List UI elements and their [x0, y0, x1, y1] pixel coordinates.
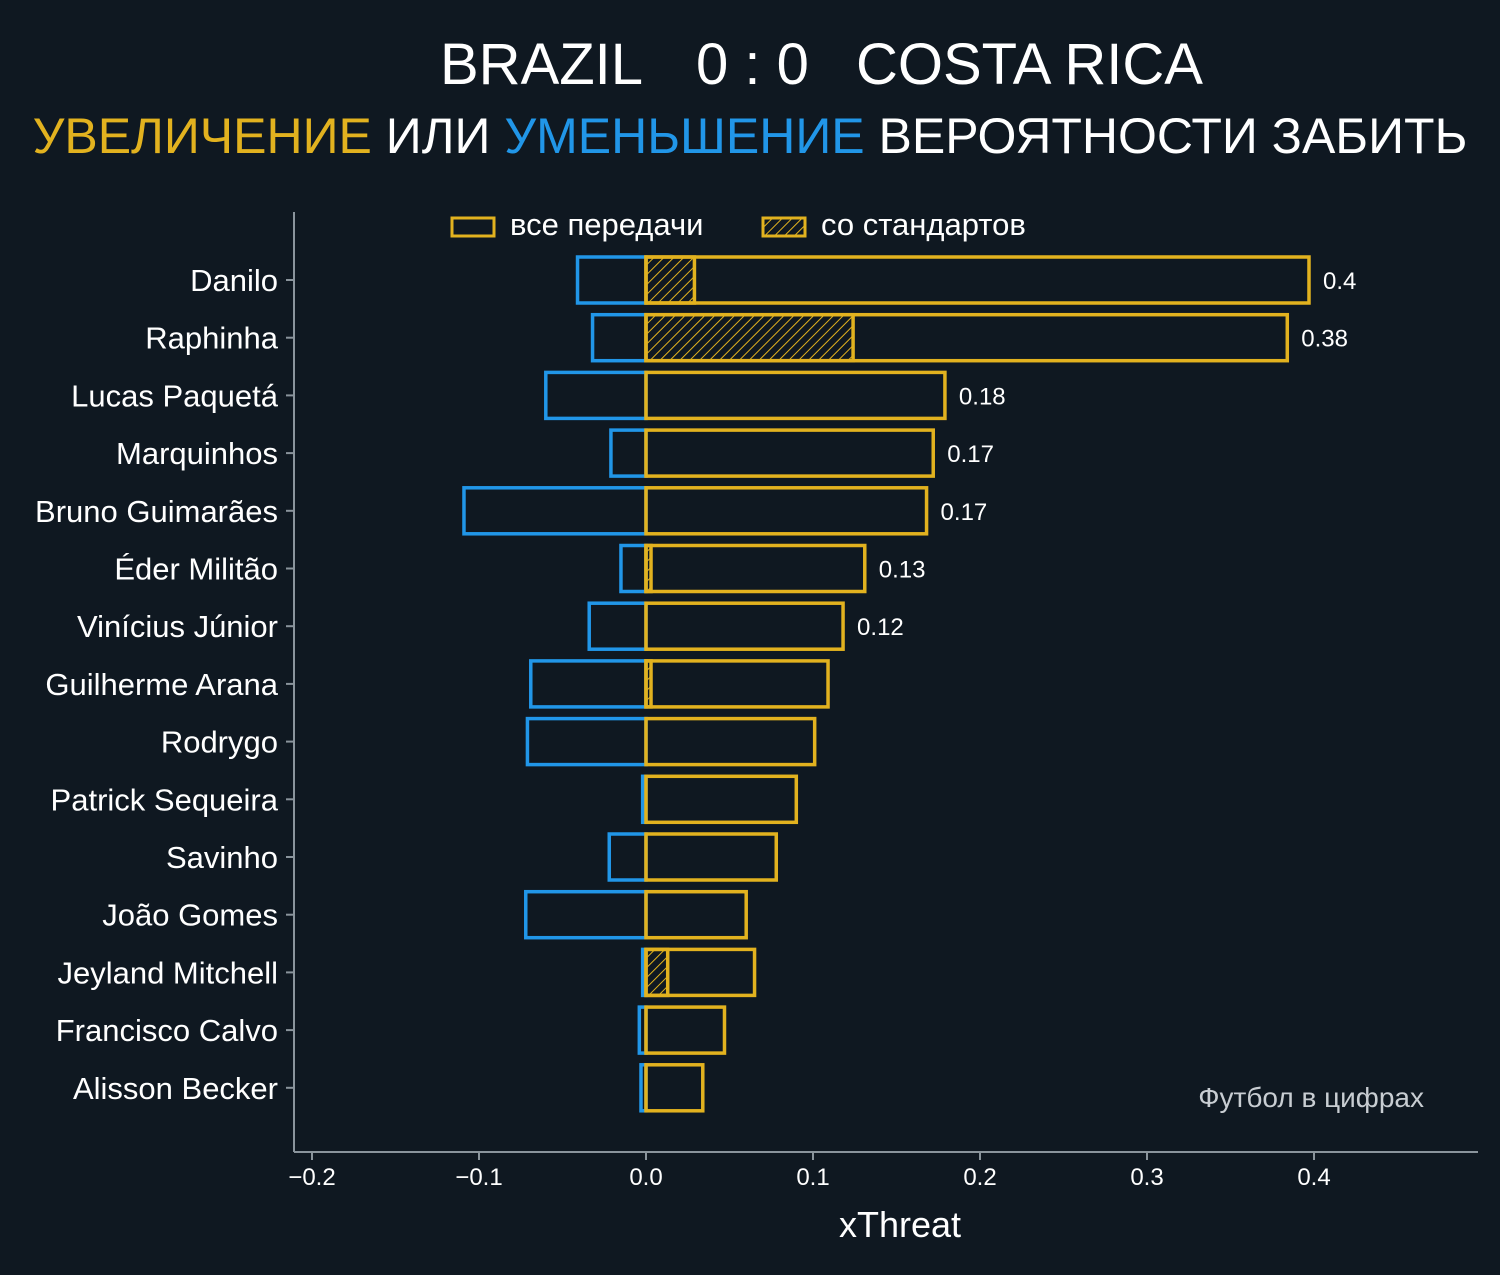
player-label: Marquinhos — [116, 436, 278, 471]
x-axis-label: xThreat — [839, 1204, 961, 1245]
bar-value-label: 0.4 — [1323, 268, 1356, 295]
watermark: Футбол в цифрах — [1198, 1082, 1424, 1113]
x-tick-label: 0.3 — [1130, 1164, 1163, 1191]
x-tick-label: 0.4 — [1297, 1164, 1330, 1191]
player-label: Vinícius Júnior — [77, 609, 278, 644]
bar-decrease — [587, 601, 648, 651]
bars — [462, 255, 1311, 1113]
player-label: João Gomes — [102, 898, 278, 933]
bar-increase — [644, 659, 830, 709]
subtitle-increase: УВЕЛИЧЕНИЕ — [32, 108, 372, 164]
legend: все передачи со стандартов — [450, 207, 1026, 242]
bar-increase — [644, 543, 867, 594]
bar-value-label: 0.38 — [1301, 326, 1348, 353]
bar-set-pieces — [644, 312, 855, 363]
labels: Danilo 0.4 Raphinha 0.38 Lucas Paquetá 0.18 Ma… — [35, 263, 1356, 1106]
player-label: Éder Militão — [114, 552, 278, 587]
bar-decrease — [529, 659, 648, 709]
bar-increase — [644, 428, 935, 478]
bar-increase — [644, 255, 1311, 305]
match-title: BRAZIL 0 : 0 COSTA RICA — [0, 30, 1500, 100]
bar-decrease — [524, 889, 648, 940]
bar-increase — [644, 889, 748, 940]
bar-decrease — [607, 832, 648, 882]
bar-increase — [644, 1063, 705, 1113]
bar-increase — [644, 774, 799, 825]
axes: −0.2 −0.1 0.0 0.1 0.2 0.3 0.4 — [286, 212, 1478, 1191]
bar-increase — [644, 601, 845, 651]
bar-increase — [644, 370, 947, 421]
bar-set-pieces — [644, 947, 670, 998]
legend-label-all-passes: все передачи — [510, 207, 703, 242]
player-label: Guilherme Arana — [45, 667, 278, 702]
away-team: COSTA RICA — [856, 32, 1203, 97]
legend-swatch-all-passes — [450, 216, 496, 238]
bar-increase — [644, 312, 1290, 363]
legend-swatch-set-pieces — [761, 216, 807, 238]
player-label: Bruno Guimarães — [35, 494, 278, 529]
subtitle-or: ИЛИ — [371, 108, 505, 164]
bar-increase — [644, 716, 817, 767]
bar-decrease — [462, 486, 648, 536]
bar-value-label: 0.17 — [947, 441, 994, 468]
player-label: Alisson Becker — [73, 1071, 278, 1106]
chart-subtitle: УВЕЛИЧЕНИЕ ИЛИ УМЕНЬШЕНИЕ ВЕРОЯТНОСТИ ЗА… — [0, 106, 1500, 166]
home-team: BRAZIL — [440, 32, 644, 97]
bar-increase — [644, 1005, 727, 1055]
player-label: Patrick Sequeira — [51, 782, 279, 817]
bar-increase — [644, 832, 779, 882]
bar-value-label: 0.13 — [879, 557, 926, 584]
bar-decrease — [590, 312, 648, 363]
player-label: Danilo — [190, 263, 278, 298]
player-label: Raphinha — [145, 321, 278, 356]
x-tick-label: 0.1 — [796, 1164, 829, 1191]
player-label: Rodrygo — [161, 725, 278, 760]
legend-label-set-pieces: со стандартов — [821, 207, 1026, 242]
player-label: Savinho — [166, 840, 278, 875]
bar-set-pieces — [644, 255, 697, 305]
x-tick-label: −0.1 — [455, 1164, 502, 1191]
bar-value-label: 0.17 — [941, 499, 988, 526]
x-tick-label: −0.2 — [288, 1164, 335, 1191]
bar-increase — [644, 486, 929, 536]
bar-decrease — [609, 428, 648, 478]
subtitle-rest: ВЕРОЯТНОСТИ ЗАБИТЬ — [864, 108, 1468, 164]
bar-decrease — [575, 255, 648, 305]
subtitle-decrease: УМЕНЬШЕНИЕ — [504, 108, 865, 164]
x-tick-label: 0.0 — [629, 1164, 662, 1191]
x-tick-label: 0.2 — [963, 1164, 996, 1191]
bar-value-label: 0.12 — [857, 614, 904, 641]
bar-decrease — [544, 370, 648, 421]
bar-decrease — [619, 543, 648, 594]
player-label: Francisco Calvo — [56, 1013, 278, 1048]
player-label: Lucas Paquetá — [71, 378, 279, 413]
player-label: Jeyland Mitchell — [57, 955, 278, 990]
bar-increase — [644, 947, 757, 998]
bar-value-label: 0.18 — [959, 383, 1006, 410]
bar-decrease — [525, 716, 648, 767]
match-score: 0 : 0 — [696, 32, 809, 97]
